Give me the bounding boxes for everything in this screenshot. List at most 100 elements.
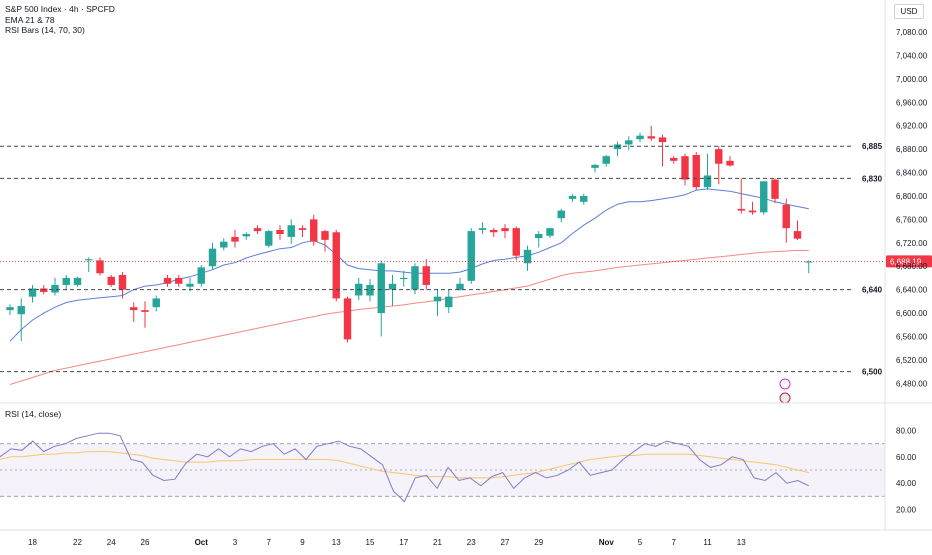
- symbol-title[interactable]: S&P 500 Index · 4h · SPCFD: [5, 4, 115, 14]
- level-label: 6,885: [862, 142, 883, 151]
- time-tick-label: 23: [467, 538, 476, 547]
- candle[interactable]: [197, 265, 205, 287]
- rsi-ma-line[interactable]: [0, 451, 809, 479]
- last-price-badge: [886, 255, 932, 268]
- candle[interactable]: [343, 296, 352, 343]
- candle[interactable]: [568, 194, 577, 202]
- candle[interactable]: [703, 153, 712, 191]
- candle[interactable]: [152, 295, 160, 312]
- time-tick-label: 18: [28, 538, 37, 547]
- candle[interactable]: [366, 279, 374, 302]
- candle[interactable]: [433, 289, 442, 316]
- candle-body: [332, 232, 340, 299]
- ema21-line[interactable]: [9, 188, 809, 342]
- candle[interactable]: [445, 289, 453, 314]
- candle[interactable]: [220, 238, 228, 251]
- economic-event-flag-icon[interactable]: [779, 392, 791, 404]
- candle[interactable]: [6, 304, 14, 315]
- candle[interactable]: [208, 242, 217, 270]
- candle-body: [692, 154, 700, 188]
- candle-body: [422, 266, 430, 285]
- candle[interactable]: [647, 125, 655, 141]
- candle[interactable]: [591, 163, 599, 173]
- candle-body: [411, 266, 419, 290]
- candle[interactable]: [737, 178, 745, 214]
- candle[interactable]: [253, 225, 262, 235]
- candle[interactable]: [73, 276, 82, 287]
- candle[interactable]: [388, 275, 397, 307]
- rsi-indicator-label[interactable]: RSI (14, close): [5, 409, 62, 419]
- candle[interactable]: [670, 156, 678, 164]
- candle[interactable]: [321, 229, 329, 252]
- candle[interactable]: [580, 193, 588, 205]
- candle[interactable]: [557, 208, 565, 223]
- candle[interactable]: [287, 219, 295, 244]
- ema-indicator-label[interactable]: EMA 21 & 78: [5, 14, 55, 25]
- currency-button[interactable]: USD: [894, 4, 924, 19]
- candle[interactable]: [175, 275, 183, 287]
- candle[interactable]: [782, 198, 790, 243]
- candle[interactable]: [141, 301, 149, 328]
- candle[interactable]: [658, 134, 667, 167]
- candle-body: [265, 231, 273, 246]
- earnings-event-icon[interactable]: [779, 378, 791, 390]
- candle[interactable]: [748, 201, 757, 215]
- candle[interactable]: [805, 260, 813, 274]
- candle[interactable]: [523, 245, 532, 271]
- candle[interactable]: [501, 224, 509, 239]
- candle[interactable]: [760, 181, 768, 215]
- rsi-bars-indicator-label[interactable]: RSI Bars (14, 70, 30): [5, 25, 85, 35]
- candle[interactable]: [400, 270, 408, 287]
- price-tick-label: 6,640.00: [896, 286, 928, 295]
- candle[interactable]: [118, 272, 127, 299]
- candle-body: [242, 234, 250, 237]
- candle[interactable]: [625, 136, 633, 151]
- candle[interactable]: [298, 225, 307, 237]
- rsi-line[interactable]: [0, 432, 810, 503]
- candle[interactable]: [231, 229, 239, 248]
- candle[interactable]: [726, 156, 734, 167]
- time-tick-label: 22: [73, 538, 82, 547]
- candle[interactable]: [793, 220, 802, 240]
- candle-body: [175, 277, 183, 284]
- candle[interactable]: [96, 257, 104, 276]
- candle[interactable]: [85, 257, 93, 273]
- price-tick-label: 6,960.00: [896, 98, 928, 107]
- candle[interactable]: [17, 298, 25, 342]
- candle-body: [636, 135, 644, 140]
- level-label: 6,500: [862, 368, 883, 377]
- candle[interactable]: [715, 146, 723, 185]
- candle[interactable]: [332, 229, 340, 302]
- candle[interactable]: [535, 231, 543, 248]
- candle[interactable]: [613, 141, 622, 157]
- candle[interactable]: [692, 152, 700, 191]
- candle[interactable]: [512, 226, 520, 261]
- candle[interactable]: [490, 228, 498, 237]
- candle[interactable]: [51, 277, 59, 296]
- time-tick-label: 5: [638, 538, 643, 547]
- candle[interactable]: [478, 222, 487, 235]
- candle[interactable]: [422, 259, 430, 290]
- candle[interactable]: [163, 275, 172, 287]
- candle[interactable]: [62, 275, 70, 290]
- candle[interactable]: [602, 154, 610, 167]
- time-tick-label: 3: [233, 538, 238, 547]
- candle[interactable]: [28, 284, 37, 303]
- candle[interactable]: [130, 302, 138, 322]
- candle[interactable]: [681, 153, 689, 186]
- candle[interactable]: [107, 275, 115, 287]
- candle-body: [96, 260, 104, 274]
- candle[interactable]: [265, 229, 273, 248]
- candle[interactable]: [467, 228, 475, 284]
- candle[interactable]: [771, 178, 779, 203]
- candle[interactable]: [546, 228, 554, 239]
- candle[interactable]: [310, 214, 318, 246]
- candle[interactable]: [377, 260, 385, 337]
- candle[interactable]: [242, 232, 250, 240]
- candle[interactable]: [276, 225, 284, 240]
- time-tick-label: 21: [433, 538, 442, 547]
- candle[interactable]: [636, 132, 644, 143]
- candle[interactable]: [456, 277, 464, 291]
